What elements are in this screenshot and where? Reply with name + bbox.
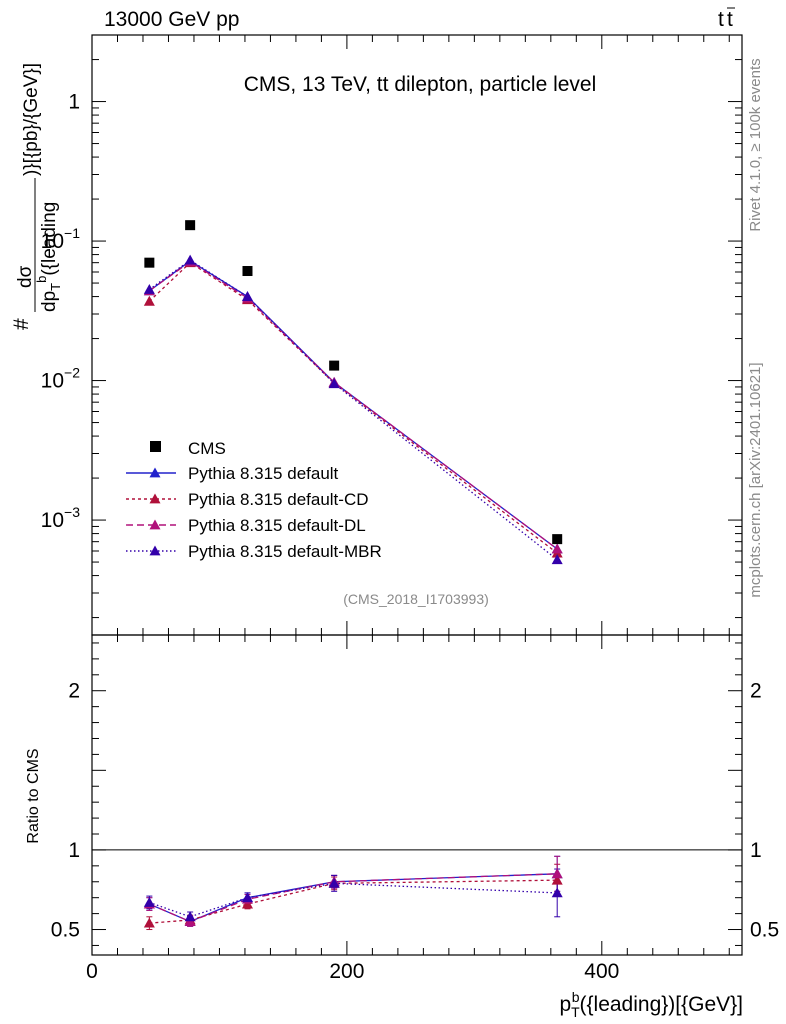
- main-series-markers: [143, 254, 563, 565]
- ratio-series-markers: [143, 868, 563, 928]
- legend-cms-marker: [150, 441, 161, 452]
- main-series-line: [148, 261, 558, 554]
- ratio-y-tick-label-right: 1: [750, 839, 762, 862]
- y-label-hash: #: [10, 318, 33, 330]
- process-label: t t: [718, 7, 735, 31]
- main-y-tick-label-base: 1: [68, 91, 80, 114]
- ratio-series-marker: [184, 911, 196, 922]
- ratio-series-line: [149, 882, 558, 918]
- ratio-series-curves: [149, 873, 558, 924]
- main-series-marker: [143, 283, 155, 294]
- cms-marker: [552, 534, 563, 545]
- ratio-series-marker: [551, 887, 563, 898]
- y-label-den-dp: dp: [39, 291, 60, 312]
- ratio-y-tick-labels: 2 2 1 1 0.5 0.5: [51, 680, 779, 942]
- main-series-curves: [148, 259, 558, 561]
- mcplots-label: mcplots.cern.ch [arXiv:2401.10621]: [747, 362, 764, 597]
- cms-marker: [242, 266, 253, 277]
- ratio-axis-ticks: [91, 635, 742, 955]
- main-series-marker: [328, 378, 340, 389]
- plot-title-post: dilepton, particle level: [388, 73, 596, 96]
- ratio-series-marker: [143, 917, 155, 928]
- legend-series-label: Pythia 8.315 default-DL: [188, 516, 366, 535]
- main-y-tick-label: 10−2: [41, 365, 81, 393]
- legend-series-label: Pythia 8.315 default-MBR: [188, 542, 382, 561]
- main-y-tick-label-base: 10: [41, 509, 64, 532]
- main-y-tick-label: 10−3: [41, 504, 81, 532]
- ratio-y-tick-label-left: 0.5: [51, 919, 80, 942]
- legend-series-label: Pythia 8.315 default: [188, 464, 339, 483]
- ratio-y-tick-label-right: 0.5: [750, 919, 779, 942]
- y-axis-label-main: # dσ dpTb({leading )}[{pb}/{GeV}]: [10, 63, 63, 330]
- y-label-den-rest: ({leading: [39, 202, 60, 276]
- cms-marker: [185, 220, 196, 231]
- main-axis-ticks: [91, 34, 742, 635]
- legend-series-label: Pythia 8.315 default-CD: [188, 490, 369, 509]
- main-series-marker: [241, 291, 253, 301]
- x-label-p: p: [559, 993, 571, 1016]
- x-label-sub: T: [571, 1004, 580, 1020]
- plot-title-text: CMS, 13 TeV, tt dilepton, particle level: [244, 73, 597, 96]
- main-y-tick-label-exp: −1: [64, 225, 80, 241]
- x-tick-label: 0: [86, 960, 98, 983]
- x-tick-label: 200: [329, 960, 364, 983]
- ratio-series-marker: [241, 892, 253, 903]
- legend-series-marker: [149, 467, 161, 478]
- main-y-tick-label-exp: −3: [64, 504, 80, 520]
- ratio-y-tick-label-right: 2: [750, 680, 762, 703]
- x-label-sup: b: [572, 989, 580, 1005]
- ratio-series-marker: [551, 874, 563, 885]
- x-axis-label: pTb({leading})[{GeV}]: [559, 989, 743, 1020]
- y-label-numerator: dσ: [15, 265, 36, 288]
- main-series-marker: [551, 543, 563, 554]
- y-label-denominator: dpTb({leading: [34, 202, 63, 312]
- main-series-marker: [143, 295, 155, 306]
- cms-marker: [144, 257, 155, 268]
- plot-title: CMS, 13 TeV, tt dilepton, particle level: [244, 73, 597, 96]
- process-label-t1: t: [718, 8, 724, 31]
- x-label-rest: ({leading})[{GeV}]: [580, 993, 743, 1016]
- ratio-series-marker: [551, 868, 563, 879]
- legend: CMS Pythia 8.315 default Pythia 8.315 defa…: [126, 439, 382, 561]
- plot-title-pre: CMS, 13 TeV,: [244, 73, 377, 96]
- analysis-id-label: (CMS_2018_I1703993): [343, 591, 489, 607]
- main-series-line: [148, 261, 558, 550]
- main-series-marker: [184, 254, 196, 265]
- x-tick-label: 400: [584, 960, 619, 983]
- ratio-y-tick-label-left: 1: [68, 839, 80, 862]
- process-label-t2: t: [727, 8, 733, 31]
- ratio-series-line: [149, 879, 558, 924]
- main-series-line: [148, 259, 558, 561]
- cms-marker: [329, 360, 340, 371]
- ratio-panel: [91, 634, 743, 956]
- ratio-y-axis-label: Ratio to CMS: [25, 748, 42, 843]
- y-label-tail: )}[{pb}/{GeV}]: [21, 63, 42, 176]
- legend-series-marker: [149, 519, 161, 530]
- main-y-tick-label-base: 10: [41, 230, 64, 253]
- ratio-series-marker: [328, 877, 340, 888]
- y-label-den-sup: b: [34, 276, 49, 283]
- energy-label: 13000 GeV pp: [104, 8, 239, 31]
- main-y-tick-label: 1: [68, 91, 80, 114]
- legend-cms-label: CMS: [188, 439, 226, 458]
- legend-series-marker: [149, 545, 161, 556]
- ratio-frame: [91, 634, 743, 956]
- main-series-marker: [551, 554, 563, 565]
- main-y-tick-label-base: 10: [41, 370, 64, 393]
- rivet-version-label: Rivet 4.1.0, ≥ 100k events: [747, 58, 764, 231]
- plot-title-t1: t: [377, 73, 383, 96]
- main-y-tick-label: 10−1: [41, 225, 81, 253]
- main-y-tick-label-exp: −2: [64, 365, 80, 381]
- x-tick-labels: 0 200 400: [86, 960, 619, 983]
- main-panel: [91, 34, 743, 636]
- cms-data-markers: [144, 220, 563, 545]
- ratio-error-bars: [146, 855, 561, 931]
- y-label-den-sub: T: [48, 283, 63, 291]
- ratio-y-tick-label-left: 2: [68, 680, 80, 703]
- main-y-tick-labels: 110−110−210−3: [41, 91, 81, 533]
- legend-series-marker: [149, 493, 161, 504]
- ratio-series-marker: [143, 896, 155, 907]
- plot-title-t2: t: [383, 73, 389, 96]
